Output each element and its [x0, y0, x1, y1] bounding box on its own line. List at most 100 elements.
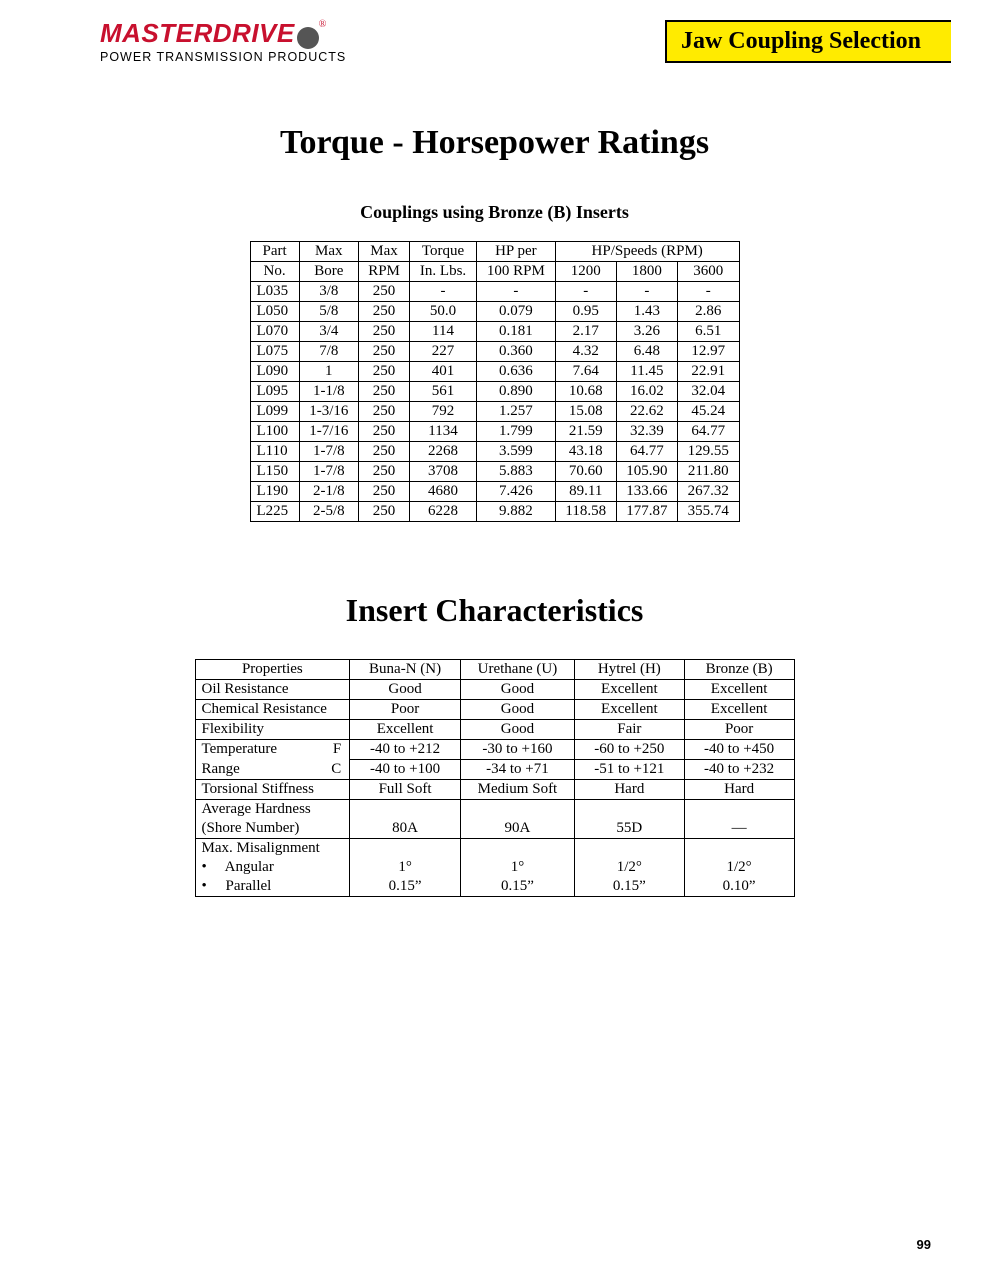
cell: 250: [358, 401, 409, 421]
cell: 7/8: [299, 341, 358, 361]
cell: 5.883: [476, 461, 555, 481]
cell: -: [555, 281, 616, 301]
cell: 0.95: [555, 301, 616, 321]
cell: L150: [250, 461, 299, 481]
cell: Hard: [574, 779, 684, 799]
cell: 1-7/8: [299, 461, 358, 481]
cell: [684, 799, 794, 819]
table-row: Chemical Resistance Poor Good Excellent …: [195, 699, 794, 719]
table-row: L1001-7/1625011341.79921.5932.3964.77: [250, 421, 739, 441]
cell: L050: [250, 301, 299, 321]
brand-logo: MASTERDRIVE® POWER TRANSMISSION PRODUCTS: [100, 20, 346, 64]
cell: Full Soft: [350, 779, 461, 799]
table-row: • Angular 1° 1° 1/2° 1/2°: [195, 858, 794, 877]
table-row: L0991-3/162507921.25715.0822.6245.24: [250, 401, 739, 421]
col-hpspeeds: HP/Speeds (RPM): [555, 241, 739, 261]
cell: [460, 838, 574, 858]
col-3600: 3600: [678, 261, 739, 281]
prop-label: Torsional Stiffness: [195, 779, 350, 799]
cell: L190: [250, 481, 299, 501]
cell: L075: [250, 341, 299, 361]
cell: 0.181: [476, 321, 555, 341]
col-bore: Max: [299, 241, 358, 261]
cell: Excellent: [684, 679, 794, 699]
cell: [574, 838, 684, 858]
cell: [460, 799, 574, 819]
table-row: • Parallel 0.15” 0.15” 0.15” 0.10”: [195, 877, 794, 897]
cell: Excellent: [350, 719, 461, 739]
cell: 10.68: [555, 381, 616, 401]
col-part: Part: [250, 241, 299, 261]
cell: 0.890: [476, 381, 555, 401]
table-caption: Couplings using Bronze (B) Inserts: [0, 202, 989, 223]
cell: 16.02: [616, 381, 677, 401]
cell: -40 to +100: [350, 759, 461, 779]
cell: -40 to +212: [350, 739, 461, 759]
cell: 1°: [350, 858, 461, 877]
table-row: Average Hardness: [195, 799, 794, 819]
cell: L090: [250, 361, 299, 381]
table-row: L0353/8250-----: [250, 281, 739, 301]
prop-label: • Parallel: [195, 877, 350, 897]
cell: 1/2°: [574, 858, 684, 877]
col-properties: Properties: [195, 659, 350, 679]
prop-label: Range C: [195, 759, 350, 779]
cell: 89.11: [555, 481, 616, 501]
cell: 1134: [410, 421, 477, 441]
table-header-row: Part Max Max Torque HP per HP/Speeds (RP…: [250, 241, 739, 261]
cell: 12.97: [678, 341, 739, 361]
cell: 21.59: [555, 421, 616, 441]
cell: 2.86: [678, 301, 739, 321]
cell: -51 to +121: [574, 759, 684, 779]
col-part: No.: [250, 261, 299, 281]
cell: 1-7/16: [299, 421, 358, 441]
cell: 0.10”: [684, 877, 794, 897]
cell: 1-3/16: [299, 401, 358, 421]
cell: L095: [250, 381, 299, 401]
cell: 250: [358, 341, 409, 361]
table-row: Max. Misalignment: [195, 838, 794, 858]
cell: 561: [410, 381, 477, 401]
cell: 1: [299, 361, 358, 381]
cell: 1/2°: [684, 858, 794, 877]
gear-icon: [297, 27, 319, 49]
prop-label: Average Hardness: [195, 799, 350, 819]
cell: Excellent: [574, 699, 684, 719]
cell: 2-1/8: [299, 481, 358, 501]
col-hytrel: Hytrel (H): [574, 659, 684, 679]
col-1200: 1200: [555, 261, 616, 281]
page-title: Torque - Horsepower Ratings: [0, 124, 989, 162]
cell: 0.636: [476, 361, 555, 381]
prop-label: Oil Resistance: [195, 679, 350, 699]
cell: 0.079: [476, 301, 555, 321]
cell: 114: [410, 321, 477, 341]
cell: 1.799: [476, 421, 555, 441]
cell: Excellent: [574, 679, 684, 699]
cell: 0.15”: [460, 877, 574, 897]
col-rpm: RPM: [358, 261, 409, 281]
ratings-table: Part Max Max Torque HP per HP/Speeds (RP…: [250, 241, 740, 522]
cell: Good: [350, 679, 461, 699]
cell: 4680: [410, 481, 477, 501]
cell: 22.62: [616, 401, 677, 421]
col-rpm: Max: [358, 241, 409, 261]
temp-unit-c: C: [331, 760, 341, 779]
col-urethane: Urethane (U): [460, 659, 574, 679]
cell: 105.90: [616, 461, 677, 481]
cell: 1.257: [476, 401, 555, 421]
col-bronze: Bronze (B): [684, 659, 794, 679]
page-number: 99: [917, 1237, 931, 1252]
logo-subtitle: POWER TRANSMISSION PRODUCTS: [100, 51, 346, 64]
table-row: L0951-1/82505610.89010.6816.0232.04: [250, 381, 739, 401]
cell: 250: [358, 441, 409, 461]
cell: 64.77: [678, 421, 739, 441]
cell: -: [616, 281, 677, 301]
cell: 3/8: [299, 281, 358, 301]
cell: 45.24: [678, 401, 739, 421]
col-torque: In. Lbs.: [410, 261, 477, 281]
cell: [684, 838, 794, 858]
cell: 250: [358, 321, 409, 341]
cell: 15.08: [555, 401, 616, 421]
cell: 90A: [460, 819, 574, 839]
logo-text: MASTERDRIVE: [100, 20, 295, 46]
